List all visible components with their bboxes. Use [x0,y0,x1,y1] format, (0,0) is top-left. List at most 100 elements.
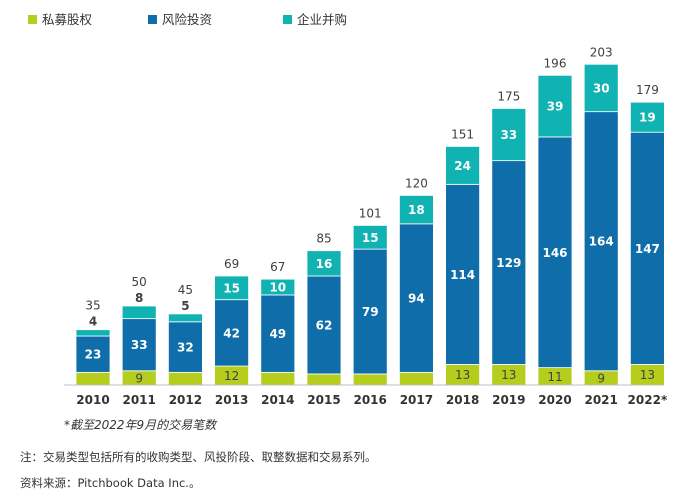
data-label: 15 [223,281,240,295]
bar-segment [583,111,619,372]
x-tick-label: 2014 [261,393,294,407]
data-label: 146 [542,246,567,260]
x-tick-label: 2019 [492,393,525,407]
data-label: 15 [362,231,379,245]
x-axis: 2010 2011 2012 2013 2014 2015 2016 2017 2018 2019… [64,384,668,407]
bar-segment [121,305,157,320]
total-label: 85 [316,232,331,246]
bar-segment [214,275,250,301]
data-label: 23 [85,348,102,362]
legend-label-3: 企业并购 [297,12,347,27]
data-label: 129 [496,256,521,270]
data-label: 62 [316,318,333,332]
total-label: 179 [636,83,659,97]
total-label: 101 [359,206,382,220]
bar-segment [214,299,250,367]
footnote-note: 注：交易类型包括所有的收购类型、风投阶段、取整数据和交易系列。 [20,450,377,464]
bar-segment [445,146,481,185]
data-label: 16 [316,257,333,271]
data-label: 147 [635,242,660,256]
data-label: 32 [177,341,194,355]
bar-segment [75,371,111,386]
bar-segment [491,160,527,365]
bar-segment [352,225,388,250]
data-label: 9 [597,371,605,385]
data-label: 94 [408,292,425,306]
data-label: 79 [362,305,379,319]
data-label: 8 [135,291,143,305]
data-label: 18 [408,203,425,217]
data-label: 49 [269,327,286,341]
data-label: 13 [455,368,470,382]
total-label: 175 [497,90,520,104]
x-tick-label: 2018 [446,393,479,407]
data-label: 9 [135,371,143,385]
legend-swatch-1 [28,15,37,24]
bar-segment [306,275,342,375]
legend-swatch-2 [148,15,157,24]
x-tick-label: 2017 [400,393,433,407]
bar-segment [260,371,296,386]
total-label: 69 [224,257,239,271]
data-label: 164 [589,235,614,249]
data-label: 13 [501,368,516,382]
data-label: 10 [269,281,286,295]
data-label: 13 [640,368,655,382]
x-tick-label: 2011 [122,393,155,407]
data-label: 42 [223,326,240,340]
bar-segment [260,278,296,296]
data-label: 4 [89,315,97,329]
data-label: 114 [450,268,475,282]
bar-segment [167,313,203,323]
total-label: 120 [405,176,428,190]
bar-segment [167,321,203,373]
x-tick-label: 2012 [169,393,202,407]
legend-label-1: 私募股权 [42,12,93,27]
bar-segment [537,136,573,369]
bar-segment [630,101,665,133]
data-label: 24 [454,159,471,173]
bar-segment [75,335,111,373]
bar-segment [583,63,619,113]
bar-group: 8234359338508325451242156984910677621685… [75,45,665,386]
x-tick-label: 2020 [538,393,571,407]
bar-segment [75,329,111,337]
bar-segment [491,108,527,162]
bar-segment [306,250,342,277]
total-label: 45 [178,283,193,297]
data-label: 11 [547,370,562,384]
bar-segment [445,183,481,365]
data-label: 12 [224,369,239,383]
x-tick-label: 2013 [215,393,248,407]
bar-segment [398,371,434,386]
chart-legend: 私募股权 风险投资 企业并购 [28,12,347,27]
data-label: 5 [181,299,189,313]
total-label: 203 [590,45,613,59]
bar-segment [260,294,296,373]
total-label: 151 [451,127,474,141]
bar-segment [352,373,388,386]
bar-segment [398,223,434,373]
data-label: 39 [547,100,564,114]
total-label: 35 [85,299,100,313]
total-label: 67 [270,260,285,274]
x-tick-label: 2021 [584,393,617,407]
data-label: 19 [639,111,656,125]
x-tick-label: 2016 [353,393,386,407]
bar-segment [398,194,434,225]
data-label: 33 [500,128,517,142]
legend-swatch-3 [283,15,292,24]
total-label: 196 [544,56,567,70]
bar-segment [167,371,203,386]
x-tick-label: 2022* [628,393,668,407]
bar-segment [630,131,665,365]
total-label: 50 [132,275,147,289]
legend-label-2: 风险投资 [162,12,212,27]
footnote-asterisk: *截至2022年9月的交易笔数 [64,418,217,432]
x-tick-label: 2015 [307,393,340,407]
bar-segment [537,74,573,138]
data-label: 30 [593,81,610,95]
data-label: 33 [131,338,148,352]
footnote-source: 资料来源：Pitchbook Data Inc.。 [20,476,201,490]
